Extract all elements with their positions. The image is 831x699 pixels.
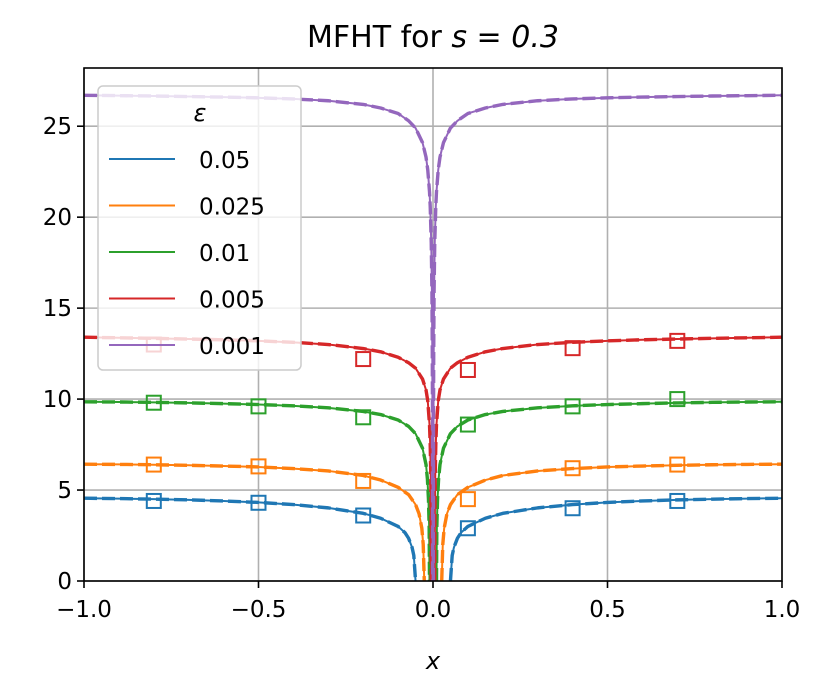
series-0.05 <box>84 492 782 581</box>
series-marker-0.005 <box>355 351 372 368</box>
legend-label-0.05: 0.05 <box>199 148 250 174</box>
y-tick-label: 15 <box>43 296 72 322</box>
series-marker-0.01 <box>145 394 162 411</box>
series-marker-0.025 <box>459 491 476 508</box>
legend-label-0.001: 0.001 <box>199 334 265 360</box>
series-marker-0.025 <box>145 456 162 473</box>
chart-title-math: s = 0.3 <box>451 20 559 55</box>
series-marker-0.01 <box>564 398 581 415</box>
series-dashed-line-0.001-right <box>431 93 782 581</box>
series-marker-0.01 <box>459 416 476 433</box>
series-line-0.01-left <box>84 400 431 581</box>
series-0.025 <box>84 456 782 581</box>
legend-title: ε <box>194 99 207 127</box>
y-tick-label: 25 <box>43 114 72 140</box>
series-dashed-line-0.025-right <box>440 462 782 581</box>
y-tick-label: 10 <box>43 387 72 413</box>
series-marker-0.005 <box>564 340 581 357</box>
series-0.01 <box>84 391 782 581</box>
series-dashed-line-0.01-right <box>434 400 782 581</box>
series-marker-0.01 <box>669 391 686 408</box>
series-marker-0.05 <box>564 500 581 517</box>
x-tick-label: 1.0 <box>764 597 801 623</box>
y-tick-label: 0 <box>57 569 72 595</box>
series-marker-0.025 <box>564 460 581 477</box>
legend: ε 0.05 0.025 0.01 0.005 0.001 <box>97 85 302 371</box>
x-axis-label: x <box>425 647 441 675</box>
series-marker-0.025 <box>250 458 267 475</box>
series-dashed-line-0.01-left <box>84 400 432 581</box>
x-tick-label: 0.5 <box>589 597 626 623</box>
legend-label-0.005: 0.005 <box>199 288 265 314</box>
series-marker-0.01 <box>355 409 372 426</box>
series-line-0.05-left <box>84 497 417 581</box>
legend-box <box>97 85 302 371</box>
series-marker-0.005 <box>669 332 686 349</box>
series-marker-0.01 <box>250 398 267 415</box>
y-tick-label: 5 <box>57 478 72 504</box>
y-tick-label: 20 <box>43 205 72 231</box>
chart-title: MFHT for s = 0.3 <box>307 20 559 55</box>
chart-title-text: MFHT for <box>307 20 451 55</box>
legend-label-0.01: 0.01 <box>199 241 250 267</box>
series-marker-0.05 <box>250 494 267 511</box>
x-tick-label: −1.0 <box>56 597 112 623</box>
series-marker-0.05 <box>145 492 162 509</box>
series-line-0.05-right <box>449 497 782 581</box>
series-marker-0.05 <box>669 492 686 509</box>
series-marker-0.025 <box>669 456 686 473</box>
legend-label-0.025: 0.025 <box>199 195 265 221</box>
series-dashed-line-0.005-right <box>433 335 782 581</box>
plot-area <box>84 93 782 581</box>
series-marker-0.025 <box>355 472 372 489</box>
series-line-0.01-right <box>435 400 782 581</box>
series-marker-0.005 <box>459 361 476 378</box>
series-marker-0.05 <box>459 520 476 537</box>
axis-ticks: −1.0 −0.5 0.0 0.5 1.0 0 5 10 15 20 25 <box>43 114 801 623</box>
series-marker-0.05 <box>355 507 372 524</box>
x-tick-label: −0.5 <box>231 597 287 623</box>
series-dashed-line-0.025-left <box>84 462 426 581</box>
series-line-0.025-right <box>440 463 782 581</box>
series-line-0.005-right <box>433 336 782 581</box>
x-tick-label: 0.0 <box>415 597 452 623</box>
series-line-0.025-left <box>84 463 426 581</box>
series-dashed-line-0.05-left <box>84 496 418 581</box>
series-dashed-line-0.05-right <box>448 496 782 581</box>
